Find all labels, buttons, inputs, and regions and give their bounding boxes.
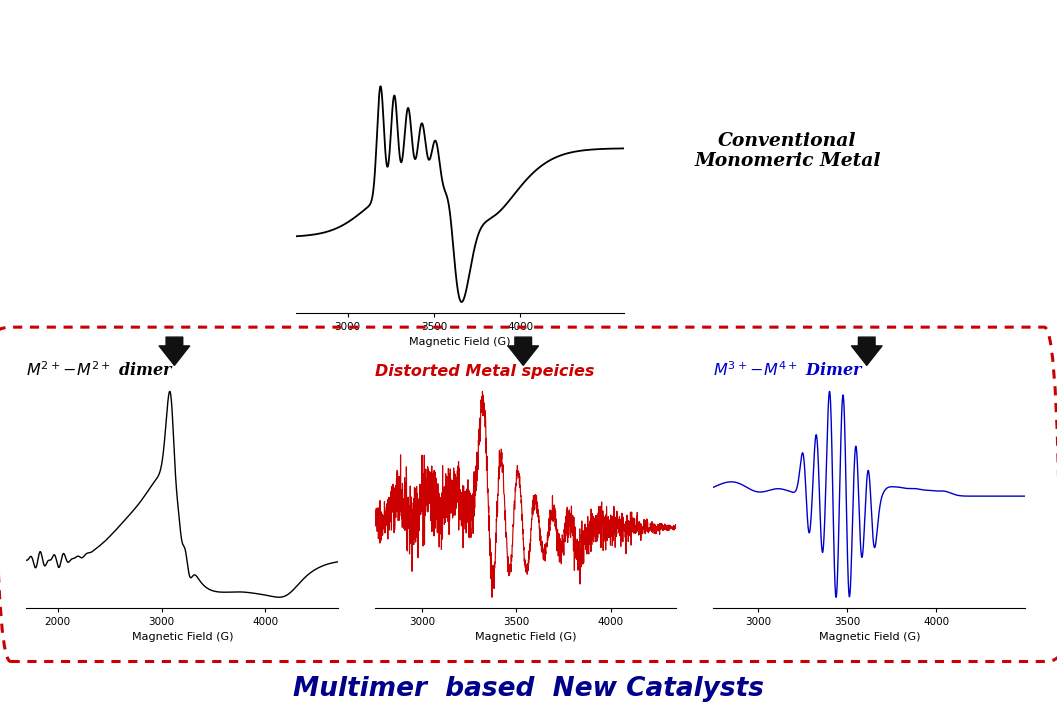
X-axis label: Magnetic Field (G): Magnetic Field (G) [475,632,577,642]
Text: Distorted Metal speicies: Distorted Metal speicies [375,364,595,378]
Text: $\mathit{M^{2+}\!-\!M^{2+}}$ dimer: $\mathit{M^{2+}\!-\!M^{2+}}$ dimer [26,361,174,380]
Text: Multimer  based  New Catalysts: Multimer based New Catalysts [293,676,764,702]
Text: Conventional
Monomeric Metal: Conventional Monomeric Metal [694,132,880,170]
X-axis label: Magnetic Field (G): Magnetic Field (G) [409,337,511,347]
X-axis label: Magnetic Field (G): Magnetic Field (G) [131,632,234,642]
Text: $\mathit{M^{3+}\!-\!M^{4+}}$ Dimer: $\mathit{M^{3+}\!-\!M^{4+}}$ Dimer [713,361,865,380]
X-axis label: Magnetic Field (G): Magnetic Field (G) [818,632,921,642]
